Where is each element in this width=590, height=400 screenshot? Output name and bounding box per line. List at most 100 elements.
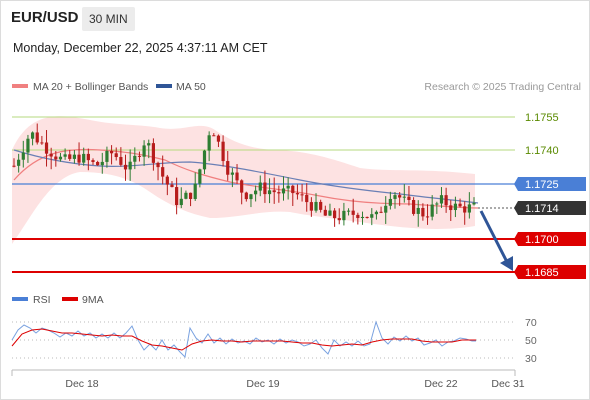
support-1-box bbox=[514, 232, 586, 246]
candle-body bbox=[207, 135, 211, 151]
candle-body bbox=[17, 159, 21, 166]
pivot-label-box bbox=[514, 177, 586, 191]
candle-body bbox=[82, 153, 86, 163]
candle-body bbox=[12, 165, 16, 167]
candle-body bbox=[393, 195, 397, 199]
candle-body bbox=[258, 182, 262, 191]
candle-body bbox=[114, 153, 118, 158]
candle-body bbox=[63, 154, 67, 157]
candle-body bbox=[226, 161, 230, 175]
candle-body bbox=[300, 194, 304, 196]
bollinger-band bbox=[12, 116, 475, 244]
chart-header: EUR/USD 30 MIN bbox=[0, 0, 590, 38]
rsi-70-label: 70 bbox=[525, 317, 537, 329]
candle-body bbox=[216, 135, 221, 142]
candle-body bbox=[402, 196, 406, 198]
rsi-30-label: 30 bbox=[525, 353, 537, 365]
candle-body bbox=[472, 202, 476, 205]
candle-body bbox=[342, 210, 346, 221]
candle-body bbox=[309, 202, 313, 211]
candle-body bbox=[221, 141, 225, 162]
candle-body bbox=[72, 154, 77, 159]
support-2-box bbox=[514, 265, 586, 279]
resistance-2-label: 1.1755 bbox=[525, 112, 559, 124]
candle-body bbox=[156, 162, 160, 168]
candle-body bbox=[44, 142, 49, 154]
rsi-legend-swatch bbox=[12, 297, 28, 301]
forecast-arrow-head bbox=[500, 256, 513, 271]
candle-body bbox=[388, 198, 392, 206]
candle-body bbox=[267, 190, 272, 195]
candle-body bbox=[193, 183, 197, 199]
pivot-label: 1.1725 bbox=[525, 179, 559, 191]
candle-body bbox=[198, 169, 202, 184]
candle-body bbox=[263, 182, 267, 195]
candle-body bbox=[123, 164, 128, 170]
candle-body bbox=[49, 153, 53, 157]
ma50-legend-label: MA 50 bbox=[176, 81, 206, 93]
current-price-label: 1.1714 bbox=[525, 203, 559, 215]
candle-body bbox=[86, 153, 90, 161]
support-1-label: 1.1700 bbox=[525, 234, 559, 246]
candle-body bbox=[314, 201, 318, 211]
candle-body bbox=[142, 145, 146, 157]
candle-body bbox=[240, 180, 244, 193]
rsi-ma-line bbox=[11, 328, 476, 351]
candle-body bbox=[305, 194, 309, 203]
candle-body bbox=[26, 138, 30, 153]
candle-body bbox=[425, 216, 430, 218]
candle-body bbox=[105, 150, 109, 162]
copyright-label: Research © 2025 Trading Central bbox=[424, 81, 581, 93]
candle-body bbox=[179, 198, 183, 206]
datetime-label: Monday, December 22, 2025 4:37:11 AM CET bbox=[13, 41, 268, 55]
candle-body bbox=[295, 193, 300, 195]
candle-body bbox=[463, 206, 467, 213]
candle-body bbox=[467, 204, 471, 213]
candle-body bbox=[96, 161, 100, 166]
candle-body bbox=[360, 216, 365, 219]
current-price-box bbox=[514, 201, 586, 215]
candle-body bbox=[91, 160, 95, 162]
ma50-legend-swatch bbox=[156, 84, 172, 88]
candle-body bbox=[58, 156, 63, 160]
candle-body bbox=[384, 205, 388, 213]
candle-body bbox=[281, 188, 286, 194]
candle-body bbox=[77, 154, 81, 163]
candle-body bbox=[328, 210, 332, 216]
candle-body bbox=[100, 161, 104, 166]
candle-body bbox=[421, 207, 425, 217]
candle-body bbox=[161, 167, 165, 177]
candle-body bbox=[128, 161, 132, 170]
rsi-legend-label: RSI bbox=[33, 294, 51, 306]
candle-body bbox=[68, 154, 72, 159]
candle-body bbox=[370, 214, 374, 218]
candle-body bbox=[212, 135, 216, 137]
ma9-legend-swatch bbox=[62, 297, 78, 301]
candle-body bbox=[430, 204, 434, 217]
candle-body bbox=[337, 218, 341, 221]
candle-body bbox=[235, 172, 239, 181]
candle-body bbox=[170, 184, 174, 188]
candle-body bbox=[230, 172, 234, 175]
candle-body bbox=[346, 210, 351, 212]
candle-body bbox=[458, 203, 462, 207]
candle-body bbox=[119, 157, 123, 165]
timeframe-button[interactable]: 30 MIN bbox=[82, 7, 135, 31]
x-label-dec31: Dec 31 bbox=[491, 378, 524, 390]
candle-body bbox=[151, 143, 155, 163]
rsi-line bbox=[11, 320, 476, 359]
candle-body bbox=[30, 132, 35, 139]
candle-body bbox=[407, 196, 411, 201]
candle-body bbox=[411, 200, 416, 214]
candles-group bbox=[12, 123, 476, 227]
candle-body bbox=[109, 150, 114, 154]
candle-body bbox=[416, 207, 420, 214]
symbol-label: EUR/USD bbox=[11, 9, 79, 26]
resistance-1-label: 1.1740 bbox=[525, 145, 559, 157]
ma9-legend-label: 9MA bbox=[82, 294, 104, 306]
candle-body bbox=[379, 211, 383, 213]
candle-body bbox=[356, 214, 360, 219]
candle-body bbox=[165, 176, 169, 185]
candle-body bbox=[184, 192, 188, 199]
candle-body bbox=[272, 190, 276, 193]
